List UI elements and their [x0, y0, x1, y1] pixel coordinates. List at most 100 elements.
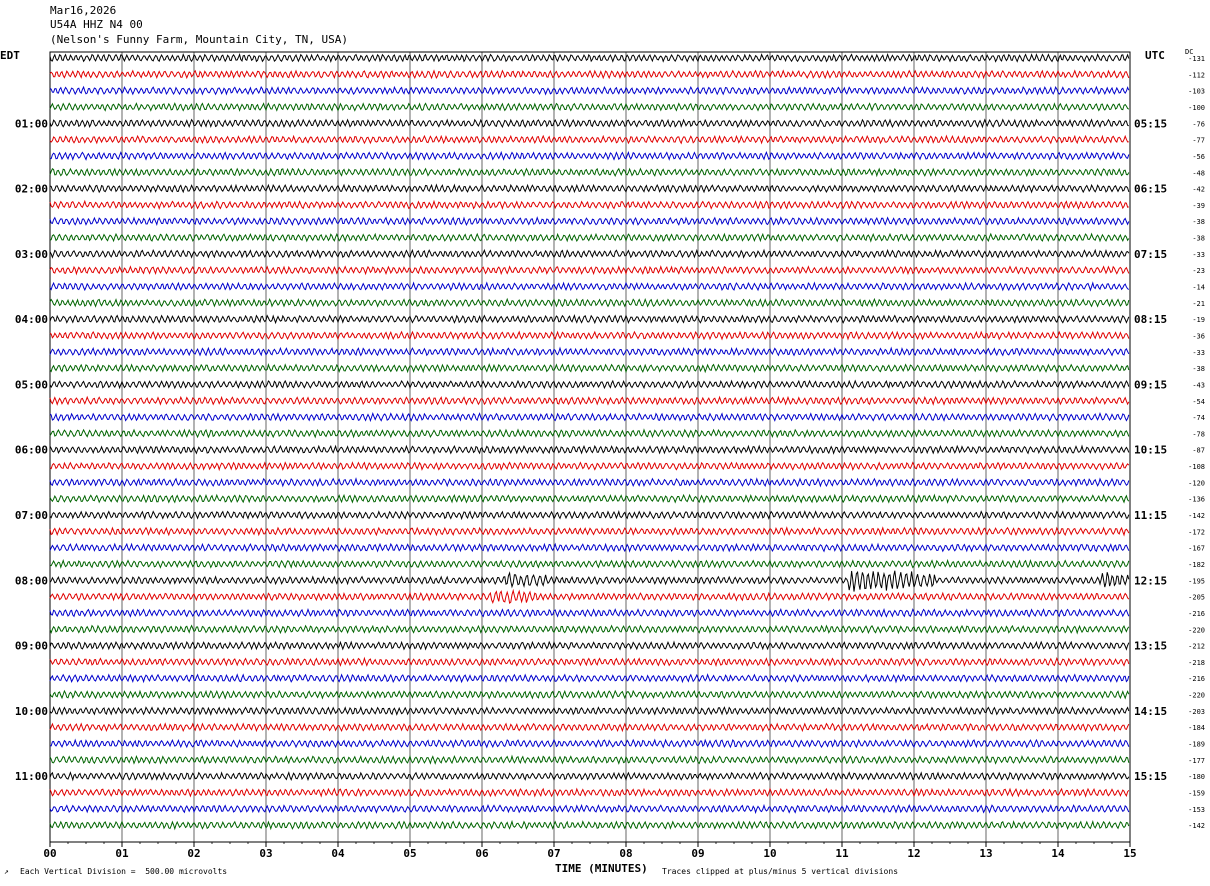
dc-offset-label: -42 — [1192, 186, 1205, 194]
x-tick-label: 10 — [763, 847, 776, 860]
dc-offset-label: -103 — [1188, 88, 1205, 96]
dc-offset-header: DC — [1185, 48, 1194, 56]
dc-offset-label: -108 — [1188, 463, 1205, 471]
x-tick-label: 03 — [259, 847, 272, 860]
trace-line — [49, 232, 1130, 243]
dc-offset-label: -33 — [1192, 251, 1205, 259]
trace-line — [49, 738, 1130, 749]
left-hour-label: 02:00 — [15, 183, 48, 196]
dc-offset-label: -172 — [1188, 528, 1205, 536]
trace-line — [49, 428, 1130, 439]
x-tick-label: 00 — [43, 847, 56, 860]
trace-line — [49, 118, 1129, 129]
dc-offset-label: -112 — [1188, 71, 1205, 79]
dc-offset-label: -218 — [1188, 659, 1205, 667]
trace-line — [49, 689, 1130, 700]
x-axis-title: TIME (MINUTES) — [555, 862, 648, 875]
dc-offset-label: -205 — [1188, 594, 1205, 602]
x-tick-label: 14 — [1051, 847, 1065, 860]
trace-line — [49, 722, 1130, 733]
x-tick-label: 12 — [907, 847, 920, 860]
dc-offset-label: -77 — [1192, 137, 1205, 145]
dc-offset-label: -195 — [1188, 577, 1205, 585]
x-tick-label: 08 — [619, 847, 632, 860]
trace-line — [49, 346, 1130, 357]
dc-offset-label: -54 — [1192, 398, 1205, 406]
trace-line — [49, 52, 1130, 64]
trace-line — [49, 379, 1130, 390]
dc-offset-label: -56 — [1192, 153, 1205, 161]
trace-line — [49, 477, 1130, 488]
dc-offset-label: -167 — [1188, 545, 1205, 553]
dc-offset-label: -38 — [1192, 365, 1205, 373]
dc-offset-label: -14 — [1192, 284, 1205, 292]
dc-offset-label: -203 — [1188, 708, 1205, 716]
trace-line — [49, 69, 1130, 80]
dc-offset-label: -184 — [1188, 724, 1205, 732]
dc-offset-label: -131 — [1188, 55, 1205, 63]
trace-line — [49, 754, 1130, 765]
dc-offset-label: -220 — [1188, 692, 1205, 700]
right-timezone-label: UTC — [1145, 49, 1165, 62]
trace-line — [49, 771, 1130, 782]
dc-offset-label: -216 — [1188, 675, 1205, 683]
trace-line — [49, 412, 1130, 423]
dc-offset-label: -38 — [1192, 218, 1205, 226]
dc-offset-label: -182 — [1188, 561, 1205, 569]
left-hour-label: 11:00 — [15, 770, 48, 783]
dc-offset-label: -23 — [1192, 267, 1205, 275]
right-hour-label: 14:15 — [1134, 705, 1167, 718]
dc-offset-label: -142 — [1188, 822, 1205, 830]
right-hour-label: 11:15 — [1134, 509, 1167, 522]
trace-line — [49, 461, 1130, 472]
trace-line — [49, 85, 1130, 96]
trace-line — [49, 526, 1130, 537]
trace-line — [49, 803, 1130, 815]
dc-offset-label: -153 — [1188, 806, 1205, 814]
dc-offset-label: -38 — [1192, 235, 1205, 243]
plot-date: Mar16,2026 — [50, 4, 117, 17]
dc-offset-label: -76 — [1192, 120, 1205, 128]
dc-offset-label: -36 — [1192, 332, 1205, 340]
right-hour-label: 15:15 — [1134, 770, 1167, 783]
trace-line — [49, 542, 1130, 553]
trace-line — [49, 624, 1130, 635]
right-hour-label: 10:15 — [1134, 444, 1167, 457]
trace-line — [49, 199, 1129, 210]
trace-line — [49, 588, 1130, 605]
left-hour-label: 10:00 — [15, 705, 48, 718]
dc-offset-label: -78 — [1192, 430, 1205, 438]
dc-offset-label: -87 — [1192, 447, 1205, 455]
trace-line — [49, 248, 1130, 259]
trace-line — [49, 608, 1130, 618]
left-hour-label: 05:00 — [15, 378, 48, 391]
right-hour-label: 08:15 — [1134, 313, 1167, 326]
left-hour-label: 09:00 — [15, 640, 48, 653]
dc-offset-label: -142 — [1188, 512, 1205, 520]
right-hour-label: 09:15 — [1134, 378, 1167, 391]
trace-line — [49, 281, 1130, 292]
scale-note: Each Vertical Division = 500.00 microvol… — [20, 867, 228, 876]
dc-offset-label: -74 — [1192, 414, 1205, 422]
x-tick-label: 15 — [1123, 847, 1136, 860]
trace-line — [49, 395, 1130, 406]
trace-line — [49, 363, 1130, 374]
trace-line — [49, 640, 1130, 651]
x-tick-label: 11 — [835, 847, 849, 860]
station-location: (Nelson's Funny Farm, Mountain City, TN,… — [50, 33, 349, 46]
trace-line — [49, 656, 1130, 668]
dc-offset-label: -19 — [1192, 316, 1205, 324]
trace-line — [49, 314, 1130, 325]
dc-offset-label: -21 — [1192, 300, 1205, 308]
dc-offset-label: -216 — [1188, 610, 1205, 618]
trace-line — [49, 787, 1130, 798]
trace-line — [49, 297, 1130, 308]
dc-offset-label: -220 — [1188, 626, 1205, 634]
right-hour-label: 05:15 — [1134, 117, 1167, 130]
left-hour-label: 04:00 — [15, 313, 48, 326]
trace-line — [49, 705, 1130, 716]
trace-line — [49, 570, 1130, 592]
trace-line — [49, 510, 1130, 521]
trace-line — [49, 819, 1130, 831]
